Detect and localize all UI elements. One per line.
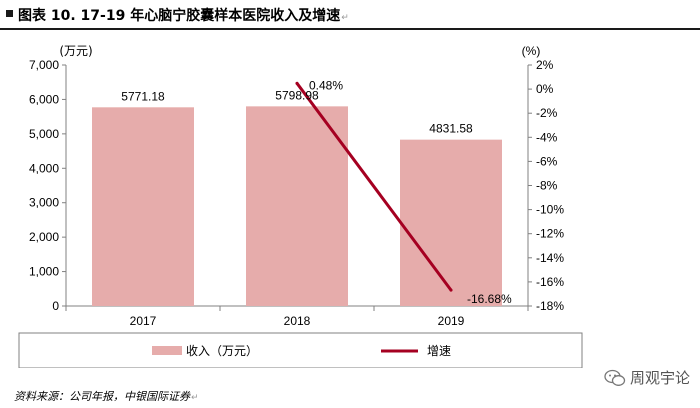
legend-bar-swatch [152,346,182,355]
source-note: 资料来源：公司年报，中银国际证券↵ [14,388,199,404]
title-bar: 图表 10. 17-19 年心脑宁胶囊样本医院收入及增速↵ [0,0,700,30]
y-right-tick-label: -4% [536,130,558,144]
watermark: 周观宇论 [604,367,690,388]
y-left-tick-label: 5,000 [29,127,59,141]
source-return-mark: ↵ [191,393,199,403]
y-left-tick-label: 7,000 [29,58,59,72]
source-text: 资料来源：公司年报，中银国际证券 [14,390,190,403]
y-right-tick-label: -8% [536,179,558,193]
growth-label: -16.68% [467,292,512,306]
x-tick-label: 2018 [284,314,311,328]
y-right-axis-label: (%) [522,44,541,58]
y-left-tick-label: 2,000 [29,230,59,244]
y-left-tick-label: 1,000 [29,265,59,279]
growth-point [449,288,453,292]
y-right-tick-label: 0% [536,82,554,96]
bar-2018 [246,106,348,307]
data-labels: 5771.18 5798.98 4831.58 0.48% -16.68% [121,78,512,306]
bar-2017 [92,107,194,306]
y-left-axis-label: (万元) [59,44,92,58]
return-mark: ↵ [341,13,349,23]
figure-title-text: 图表 10. 17-19 年心脑宁胶囊样本医院收入及增速 [18,8,341,24]
growth-line [295,81,453,292]
y-right-tick-label: -12% [536,227,564,241]
legend-box [18,332,583,368]
y-right-tick-label: -18% [536,299,564,313]
growth-label: 0.48% [309,78,343,92]
bar-value-label: 5798.98 [275,88,319,102]
x-tick-label: 2019 [438,314,465,328]
growth-point [295,81,299,85]
legend: 收入（万元） 增速 [18,332,583,368]
y-right-tick-label: -16% [536,275,564,289]
axes: 0 1,000 2,000 3,000 4,000 5,000 6,000 7,000 2% 0%… [29,44,564,328]
bars [92,106,502,307]
bar-value-label: 4831.58 [429,122,473,136]
y-left-tick-label: 6,000 [29,92,59,106]
y-left-tick-label: 3,000 [29,196,59,210]
legend-line-label: 增速 [427,344,451,358]
y-right-tick-label: -10% [536,203,564,217]
y-right-tick-label: -2% [536,106,558,120]
figure-title: 图表 10. 17-19 年心脑宁胶囊样本医院收入及增速↵ [18,5,349,25]
growth-line-layer [295,81,453,292]
combo-chart: 0 1,000 2,000 3,000 4,000 5,000 6,000 7,000 2% 0%… [18,44,583,368]
bar-2019 [400,139,502,306]
legend-bar-label: 收入（万元） [186,344,258,358]
watermark-text: 周观宇论 [629,369,690,387]
wechat-icon [604,369,626,386]
y-left-tick-label: 0 [52,299,59,313]
x-tick-label: 2017 [130,314,157,328]
y-left-tick-label: 4,000 [29,161,59,175]
title-bullet-icon [6,10,13,17]
y-right-tick-label: -6% [536,154,558,168]
bar-value-label: 5771.18 [121,89,165,103]
y-right-tick-label: 2% [536,58,554,72]
y-right-tick-label: -14% [536,251,564,265]
